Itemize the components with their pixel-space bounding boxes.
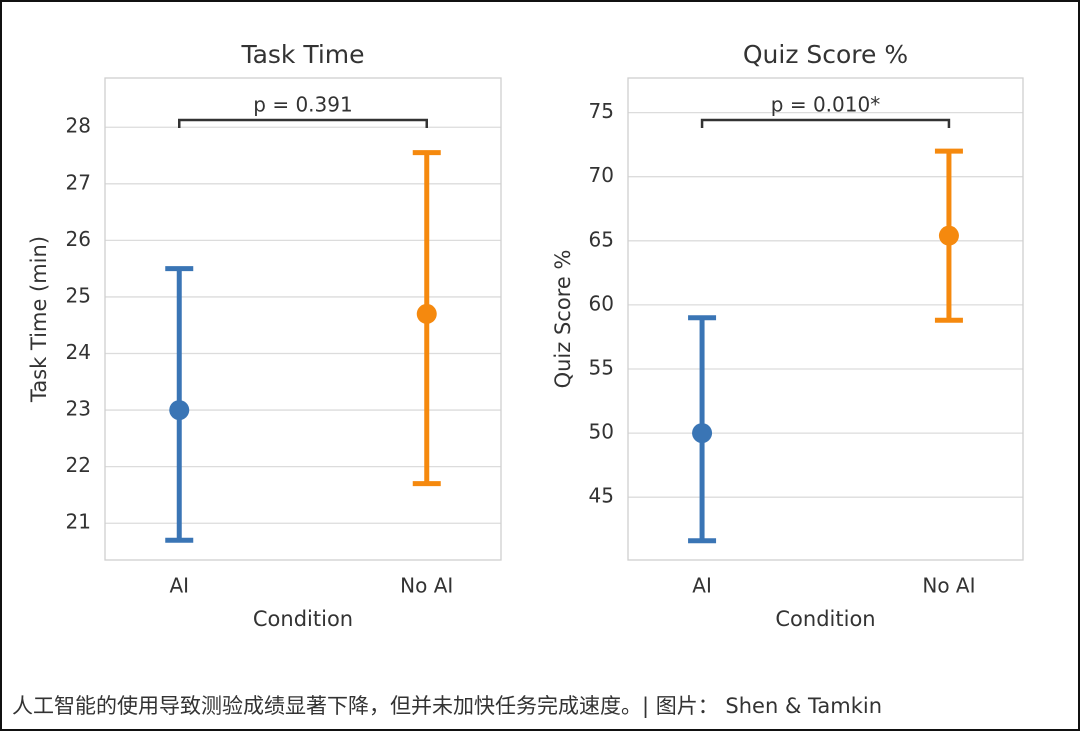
mean-point: [416, 303, 437, 324]
chart-title: Quiz Score %: [743, 40, 908, 69]
y-tick-label: 23: [66, 397, 91, 421]
y-tick-label: 21: [66, 510, 91, 534]
mean-point: [692, 423, 713, 444]
y-tick-label: 65: [589, 227, 614, 251]
y-tick-label: 50: [589, 420, 614, 444]
mean-point: [938, 225, 959, 246]
y-tick-label: 27: [66, 170, 91, 194]
x-axis-label: Condition: [253, 607, 353, 631]
significance-bracket: [700, 118, 951, 128]
p-value-annotation: p = 0.391: [253, 93, 352, 117]
significance-bracket: [178, 118, 428, 128]
mean-point: [169, 400, 190, 421]
y-tick-label: 26: [66, 227, 91, 251]
chart-title: Task Time: [240, 40, 364, 69]
x-axis-label: Condition: [775, 607, 875, 631]
y-tick-label: 22: [66, 453, 91, 477]
x-tick-label: No AI: [922, 574, 975, 598]
plot-frame: [627, 77, 1024, 561]
y-tick-label: 55: [589, 355, 614, 379]
p-value-annotation: p = 0.010*: [771, 93, 880, 117]
y-axis-label: Task Time (min): [27, 236, 51, 403]
y-tick-label: 75: [589, 99, 614, 123]
y-tick-label: 24: [66, 340, 91, 364]
x-tick-label: AI: [692, 574, 712, 598]
x-tick-label: AI: [169, 574, 189, 598]
y-tick-label: 28: [66, 114, 91, 138]
y-tick-label: 45: [589, 484, 614, 508]
y-tick-label: 70: [589, 163, 614, 187]
caption: 人工智能的使用导致测验成绩显著下降，但并未加快任务完成速度。| 图片： Shen…: [12, 694, 882, 718]
y-axis-label: Quiz Score %: [551, 250, 575, 389]
x-tick-label: No AI: [400, 574, 453, 598]
y-tick-label: 60: [589, 291, 614, 315]
plot-frame: [104, 77, 502, 561]
y-tick-label: 25: [66, 283, 91, 307]
